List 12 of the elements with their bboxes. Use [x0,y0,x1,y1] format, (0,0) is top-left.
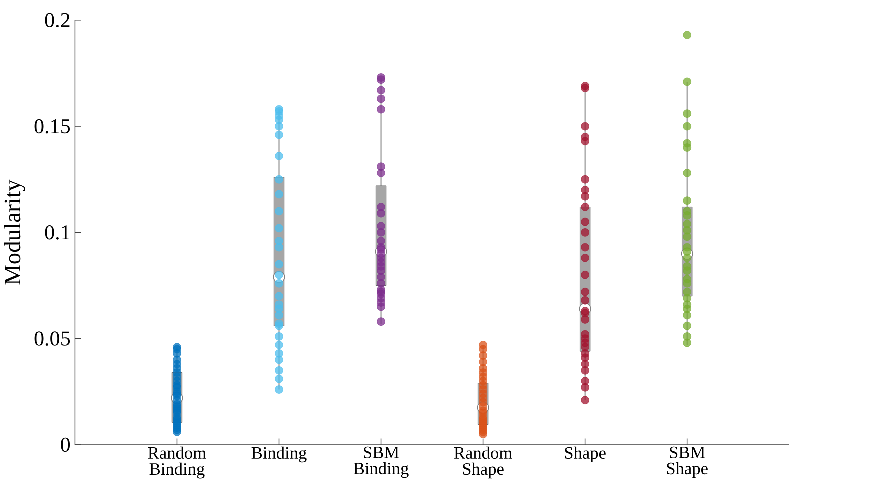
x-tick-label: Binding [252,446,307,463]
y-tick-label: 0.05 [34,332,70,346]
y-tick-label: 0.1 [45,225,70,240]
x-tick-label: SBM Binding [354,446,409,478]
y-tick-label: 0.15 [34,119,70,134]
x-tick-label: Shape [565,446,606,462]
x-tick-label: Random Binding [148,446,206,479]
y-tick-label: 0 [61,438,70,452]
y-axis-title: Modularity [4,180,26,285]
x-tick-label: SBM Shape [667,446,708,478]
x-tick-label: Random Shape [454,446,512,479]
y-tick-label: 0.2 [45,13,70,28]
